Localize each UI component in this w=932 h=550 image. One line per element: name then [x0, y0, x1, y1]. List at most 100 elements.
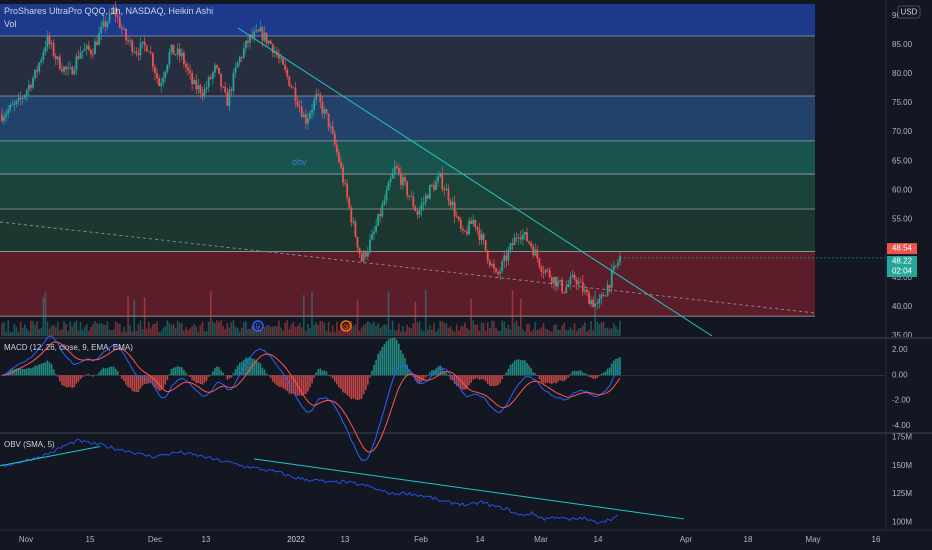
candle-body: [247, 40, 249, 43]
macd-hist-bar: [125, 375, 127, 385]
candle-body: [433, 185, 435, 190]
candle-body: [42, 52, 45, 60]
candle-body: [15, 100, 18, 104]
macd-hist-bar: [135, 375, 138, 393]
candle-body: [284, 64, 287, 70]
macd-hist-bar: [387, 339, 390, 376]
candle-body: [46, 35, 49, 48]
volume-bar: [90, 326, 92, 336]
macd-hist-bar: [596, 375, 599, 378]
volume-bar: [460, 326, 462, 336]
candle-body: [579, 281, 582, 283]
x-tick-label: 13: [341, 535, 350, 544]
candle-body: [327, 113, 330, 127]
volume-bar: [44, 292, 47, 336]
volume-bar: [278, 320, 280, 336]
candle-body: [466, 231, 468, 235]
macd-hist-bar: [488, 375, 491, 386]
macd-hist-bar: [331, 375, 334, 379]
volume-bar: [400, 331, 402, 336]
volume-bar: [445, 323, 448, 336]
volume-bar: [307, 324, 309, 336]
last-price-green-box: [887, 255, 917, 277]
macd-hist-bar: [116, 371, 119, 376]
macd-hist-bar: [263, 369, 266, 376]
candle-body: [89, 49, 92, 55]
volume-bar: [404, 331, 406, 336]
candle-body: [271, 44, 274, 53]
volume-bar: [575, 331, 578, 336]
candle-body: [300, 106, 303, 118]
volume-bar: [245, 321, 247, 336]
volume-bar: [54, 327, 57, 336]
volume-bar: [338, 330, 340, 336]
candle-body: [71, 67, 74, 75]
candle-body: [83, 48, 86, 51]
candle-body: [27, 84, 30, 91]
macd-hist-bar: [205, 375, 208, 381]
macd-hist-bar: [69, 375, 72, 387]
event-d-label: D: [255, 323, 260, 330]
volume-bar: [416, 322, 419, 336]
volume-bar: [96, 323, 98, 336]
macd-hist-bar: [548, 375, 551, 384]
macd-hist-bar: [321, 370, 324, 376]
candle-body: [187, 67, 189, 71]
macd-hist-bar: [96, 374, 98, 376]
candle-body: [598, 298, 601, 304]
candle-body: [435, 181, 437, 190]
macd-hist-bar: [472, 375, 475, 380]
volume-bar: [422, 331, 425, 336]
symbol-title[interactable]: ProShares UltraPro QQQ, 1h, NASDAQ, Heik…: [4, 6, 214, 16]
macd-hist-bar: [216, 366, 218, 376]
macd-hist-bar: [129, 375, 131, 389]
candle-body: [1, 114, 3, 122]
volume-bar: [501, 320, 503, 336]
volume-bar: [269, 326, 272, 336]
macd-hist-bar: [218, 367, 220, 376]
macd-hist-bar: [586, 374, 588, 376]
macd-hist-bar: [416, 375, 419, 384]
candle-body: [191, 73, 194, 85]
obv-title[interactable]: OBV (SMA, 5): [4, 440, 55, 449]
candle-body: [356, 236, 359, 248]
candle-body: [377, 213, 380, 226]
macd-hist-bar: [476, 375, 479, 379]
macd-hist-bar: [470, 375, 472, 383]
volume-bar: [201, 321, 204, 336]
volume-label[interactable]: Vol: [4, 19, 17, 29]
candle-body: [447, 188, 450, 201]
volume-bar: [402, 326, 404, 336]
volume-bar: [247, 329, 249, 336]
macd-hist-bar: [131, 375, 134, 391]
macd-hist-bar: [542, 375, 545, 384]
candle-body: [201, 93, 204, 96]
volume-bar: [263, 327, 266, 336]
candle-body: [100, 26, 103, 34]
candle-body: [23, 95, 26, 99]
macd-hist-bar: [369, 375, 371, 378]
obv-line: [1, 438, 619, 525]
candle-body: [331, 126, 334, 134]
macd-title[interactable]: MACD (12, 26, close, 9, EMA, EMA): [4, 343, 133, 352]
volume-bar: [288, 328, 291, 336]
volume-bar: [267, 325, 270, 336]
macd-hist-bar: [563, 375, 565, 382]
candle-body: [58, 56, 61, 70]
macd-hist-bar: [77, 375, 80, 382]
volume-bar: [594, 290, 596, 336]
macd-hist-bar: [602, 372, 605, 376]
candle-body: [106, 21, 109, 28]
volume-bar: [546, 329, 549, 336]
volume-bar: [77, 330, 80, 336]
candle-body: [207, 77, 210, 88]
macd-hist-bar: [172, 367, 175, 376]
candle-body: [352, 221, 355, 223]
candle-body: [420, 204, 423, 210]
volume-bar: [375, 326, 377, 336]
candle-body: [261, 27, 264, 41]
volume-bar: [505, 328, 508, 336]
candle-body: [205, 87, 208, 90]
macd-hist-bar: [121, 375, 123, 379]
volume-bar: [191, 326, 193, 336]
